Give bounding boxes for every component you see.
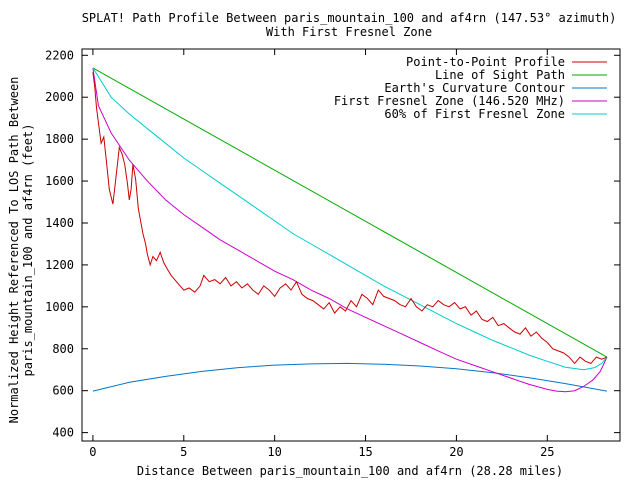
y-tick-label: 600 [52, 384, 74, 398]
y-tick-label: 1400 [45, 216, 74, 230]
x-tick-label: 20 [449, 445, 463, 459]
legend-label: Earth's Curvature Contour [384, 81, 565, 95]
x-tick-label: 15 [358, 445, 372, 459]
y-axis-label-line2: paris_mountain_100 and af4rn (feet) [21, 124, 35, 377]
series-line-3 [92, 67, 608, 393]
y-tick-label: 1800 [45, 132, 74, 146]
chart-subtitle: With First Fresnel Zone [266, 25, 432, 39]
y-tick-label: 800 [52, 342, 74, 356]
x-tick-label: 25 [540, 445, 554, 459]
legend-label: Line of Sight Path [435, 68, 565, 82]
chart-title: SPLAT! Path Profile Between paris_mounta… [82, 11, 617, 25]
series-line-2 [92, 362, 607, 392]
y-tick-label: 2200 [45, 48, 74, 62]
series-line-0 [92, 72, 608, 365]
legend-label: First Fresnel Zone (146.520 MHz) [334, 94, 565, 108]
series-line-1 [92, 67, 608, 358]
y-tick-label: 1200 [45, 258, 74, 272]
y-axis-label: Normalized Height Referenced To LOS Path… [7, 77, 21, 424]
y-tick-label: 1000 [45, 300, 74, 314]
y-tick-label: 1600 [45, 174, 74, 188]
axis-ticks: 0 5 10 15 20 25 400 600 800 1000 1200 1400 1600 1800 2… [45, 48, 620, 459]
legend-label: 60% of First Fresnel Zone [384, 107, 565, 121]
y-tick-label: 400 [52, 426, 74, 440]
x-tick-label: 0 [89, 445, 96, 459]
series-lines [92, 67, 608, 393]
x-tick-label: 5 [180, 445, 187, 459]
plot-frame [81, 48, 621, 442]
legend-label: Point-to-Point Profile [406, 55, 565, 69]
series-line-4 [92, 67, 608, 371]
x-axis-label: Distance Between paris_mountain_100 and … [137, 464, 563, 478]
y-tick-label: 2000 [45, 90, 74, 104]
x-tick-label: 10 [267, 445, 281, 459]
